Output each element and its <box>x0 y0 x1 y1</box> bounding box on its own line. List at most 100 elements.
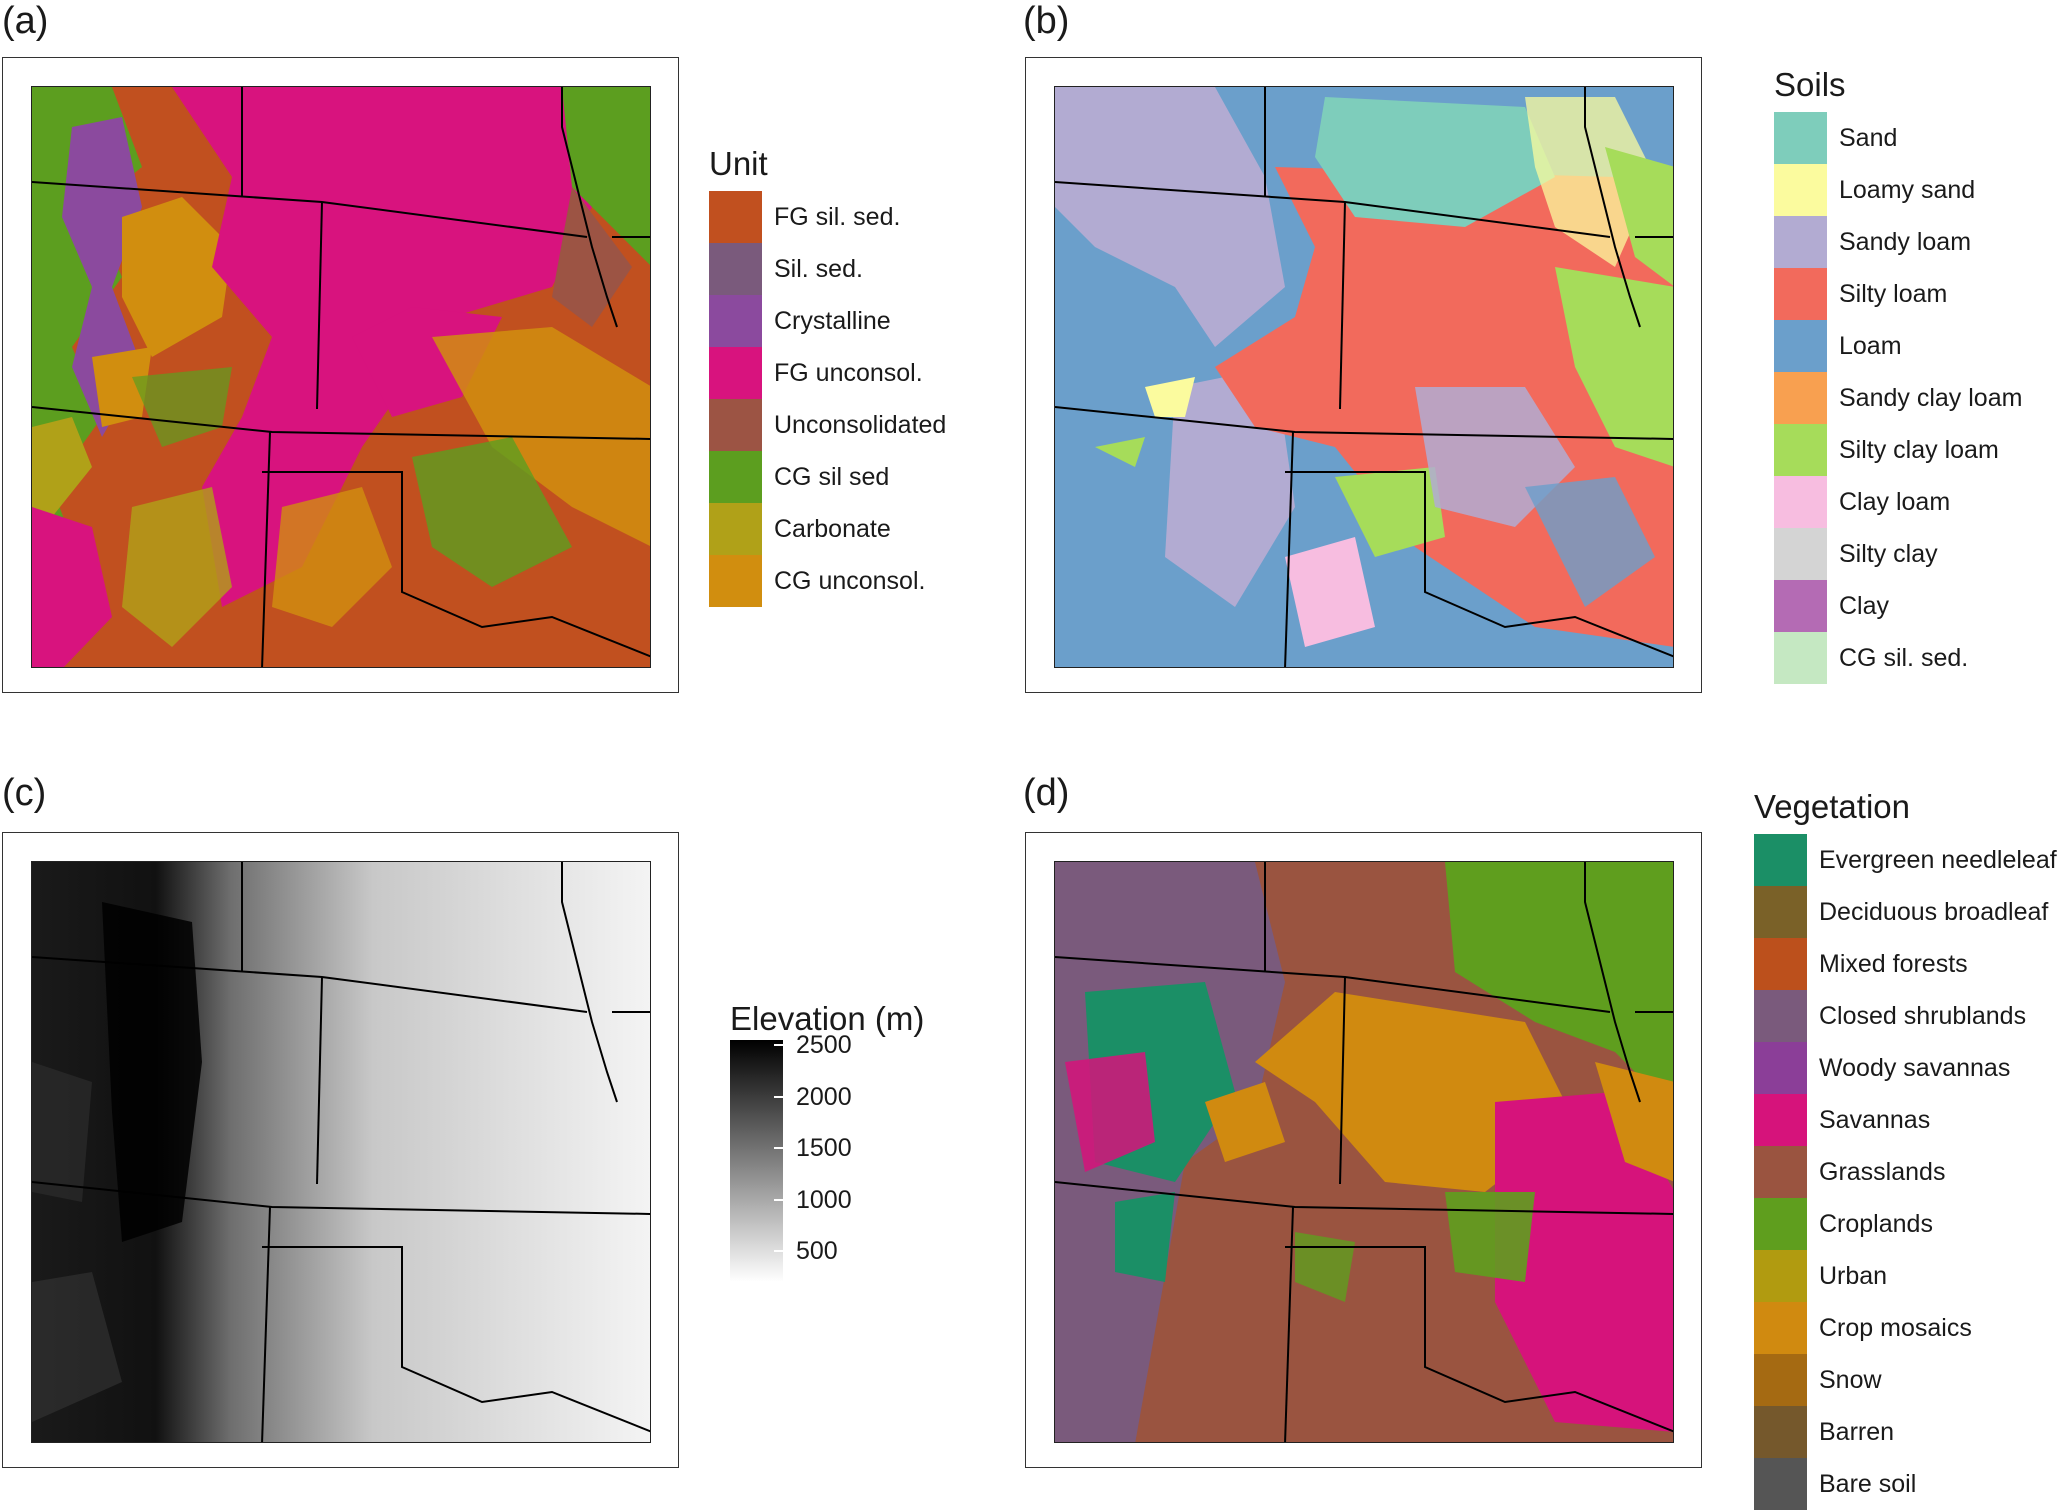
legend-label: Croplands <box>1819 1209 1933 1238</box>
legend-item: CG unconsol. <box>709 555 946 607</box>
legend-soils-title: Soils <box>1774 66 1846 103</box>
legend-label: Silty clay <box>1839 539 1938 568</box>
colorbar-tick-label: 2000 <box>796 1082 852 1111</box>
legend-vegetation-items: Evergreen needleleaf Deciduous broadleaf M… <box>1754 834 2057 1510</box>
legend-swatch <box>1774 372 1827 424</box>
legend-swatch <box>709 347 762 399</box>
legend-label: Woody savannas <box>1819 1053 2011 1082</box>
colorbar-tick <box>774 1095 783 1098</box>
legend-item: Sandy clay loam <box>1774 372 2022 424</box>
legend-swatch <box>1774 320 1827 372</box>
legend-item: Savannas <box>1754 1094 2057 1146</box>
legend-label: Unconsolidated <box>774 410 947 439</box>
legend-item: Silty loam <box>1774 268 2022 320</box>
legend-label: Urban <box>1819 1261 1888 1290</box>
legend-swatch <box>1774 424 1827 476</box>
legend-item: CG sil sed <box>709 451 946 503</box>
legend-swatch <box>1774 528 1827 580</box>
legend-unit-items: FG sil. sed. Sil. sed. Crystalline FG uncon… <box>709 191 946 607</box>
colorbar-tick <box>774 1198 783 1201</box>
legend-swatch <box>1754 1458 1807 1510</box>
legend-item: Clay <box>1774 580 2022 632</box>
colorbar-tick-label: 1500 <box>796 1134 852 1163</box>
legend-label: FG sil. sed. <box>774 202 901 231</box>
panel-label-c: (c) <box>2 772 47 814</box>
legend-label: Deciduous broadleaf <box>1819 897 2049 926</box>
legend-item: FG unconsol. <box>709 347 946 399</box>
legend-label: CG sil. sed. <box>1839 643 1969 672</box>
colorbar-tick-label: 2500 <box>796 1031 852 1060</box>
legend-item: Loamy sand <box>1774 164 2022 216</box>
colorbar-tick-label: 500 <box>796 1237 838 1266</box>
legend-swatch <box>1754 834 1807 886</box>
legend-item: Grasslands <box>1754 1146 2057 1198</box>
legend-label: Grasslands <box>1819 1157 1946 1186</box>
legend-swatch <box>1774 632 1827 684</box>
legend-label: Crop mosaics <box>1819 1313 1972 1342</box>
legend-swatch <box>1754 886 1807 938</box>
panel-label-d: (d) <box>1023 772 1070 814</box>
legend-label: Clay <box>1839 591 1890 620</box>
legend-swatch <box>709 295 762 347</box>
colorbar-tick-label: 1000 <box>796 1185 852 1214</box>
map-geologic-units <box>31 86 651 668</box>
legend-item: Sandy loam <box>1774 216 2022 268</box>
legend-item: Evergreen needleleaf <box>1754 834 2057 886</box>
legend-label: FG unconsol. <box>774 358 923 387</box>
legend-label: Sandy clay loam <box>1839 383 2023 412</box>
legend-item: Crystalline <box>709 295 946 347</box>
legend-item: Clay loam <box>1774 476 2022 528</box>
legend-unit: Unit FG sil. sed. Sil. sed. Crystalline FG … <box>709 145 946 607</box>
legend-swatch <box>709 451 762 503</box>
map-b-svg <box>1055 87 1673 667</box>
elevation-colorbar <box>730 1040 783 1282</box>
legend-item: Woody savannas <box>1754 1042 2057 1094</box>
legend-item: Mixed forests <box>1754 938 2057 990</box>
legend-swatch <box>1754 1302 1807 1354</box>
legend-label: Bare soil <box>1819 1469 1917 1498</box>
map-vegetation <box>1054 861 1674 1443</box>
legend-label: Sil. sed. <box>774 254 863 283</box>
legend-label: Sand <box>1839 123 1898 152</box>
legend-soils-items: Sand Loamy sand Sandy loam Silty loam Loam Sa… <box>1774 112 2022 684</box>
legend-item: Silty clay <box>1774 528 2022 580</box>
legend-elevation: Elevation (m) 2500 2000 1500 1000 500 <box>730 1000 970 1300</box>
legend-item: Closed shrublands <box>1754 990 2057 1042</box>
legend-swatch <box>1774 164 1827 216</box>
colorbar-tick <box>774 1044 783 1047</box>
legend-soils: Soils Sand Loamy sand Sandy loam Silty loam… <box>1774 66 2022 684</box>
legend-swatch <box>709 399 762 451</box>
legend-label: Loam <box>1839 331 1902 360</box>
elevation-ticks: 2500 2000 1500 1000 500 <box>730 1031 970 1282</box>
map-elevation <box>31 861 651 1443</box>
legend-vegetation: Vegetation Evergreen needleleaf Deciduous… <box>1754 788 2057 1510</box>
legend-item: Deciduous broadleaf <box>1754 886 2057 938</box>
map-d-svg <box>1055 862 1673 1442</box>
legend-label: CG sil sed <box>774 462 890 491</box>
map-a-svg <box>32 87 650 667</box>
legend-swatch <box>1754 1406 1807 1458</box>
legend-label: Clay loam <box>1839 487 1951 516</box>
panel-label-b: (b) <box>1023 0 1070 42</box>
map-soils <box>1054 86 1674 668</box>
legend-item: Loam <box>1774 320 2022 372</box>
legend-swatch <box>1774 476 1827 528</box>
legend-item: Urban <box>1754 1250 2057 1302</box>
legend-swatch <box>1754 990 1807 1042</box>
legend-item: Crop mosaics <box>1754 1302 2057 1354</box>
legend-item: Barren <box>1754 1406 2057 1458</box>
legend-item: Bare soil <box>1754 1458 2057 1510</box>
legend-swatch <box>1754 1094 1807 1146</box>
legend-swatch <box>709 555 762 607</box>
legend-label: Savannas <box>1819 1105 1931 1134</box>
legend-swatch <box>1754 938 1807 990</box>
legend-label: Sandy loam <box>1839 227 1972 256</box>
legend-swatch <box>1754 1042 1807 1094</box>
legend-swatch <box>709 503 762 555</box>
legend-swatch <box>709 243 762 295</box>
colorbar-tick <box>774 1250 783 1253</box>
legend-label: Barren <box>1819 1417 1895 1446</box>
legend-label: Snow <box>1819 1365 1882 1394</box>
legend-item: Silty clay loam <box>1774 424 2022 476</box>
legend-item: FG sil. sed. <box>709 191 946 243</box>
